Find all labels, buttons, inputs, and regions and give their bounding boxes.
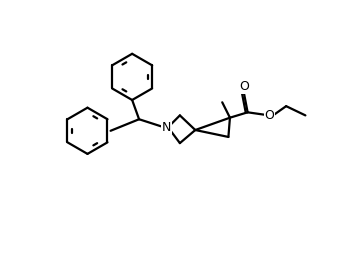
Text: N: N — [162, 121, 171, 134]
Text: O: O — [239, 80, 249, 94]
Text: O: O — [264, 109, 274, 122]
